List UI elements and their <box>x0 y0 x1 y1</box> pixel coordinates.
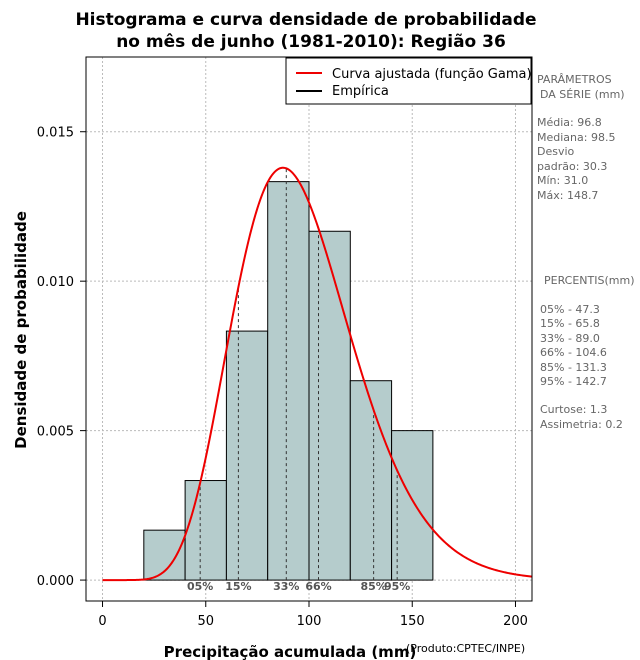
histogram-bars <box>143 181 434 581</box>
stat-mean: Média: 96.8 <box>537 116 602 129</box>
stat-std-label: Desvio <box>537 145 575 158</box>
x-axis: 0 50 100 150 200 <box>98 601 528 629</box>
bar-4 <box>308 230 351 581</box>
percentil-15: 15% - 65.8 <box>540 317 600 330</box>
stat-min: Mín: 31.0 <box>537 174 588 187</box>
bar-3 <box>267 181 310 581</box>
percentile-label-5: 95% <box>384 580 410 593</box>
chart-title-line-2: no mês de junho (1981-2010): Região 36 <box>116 32 506 52</box>
y-axis-label: Densidade de probabilidade <box>12 211 30 449</box>
credit-text: (Produto:CPTEC/INPE) <box>406 642 525 655</box>
y-tick-label-2: 0.010 <box>37 275 74 290</box>
percentile-markers: 05% 15% 33% 66% 85%95% <box>187 168 410 593</box>
bar-6 <box>391 430 434 581</box>
percentil-05: 05% - 47.3 <box>540 303 600 316</box>
stat-std: padrão: 30.3 <box>537 160 607 173</box>
x-tick-label-1: 50 <box>197 614 214 629</box>
percentil-85: 85% - 131.3 <box>540 361 607 374</box>
chart-title-line-1: Histograma e curva densidade de probabil… <box>75 10 536 30</box>
y-tick-label-0: 0.000 <box>37 574 74 589</box>
percentil-66: 66% - 104.6 <box>540 346 607 359</box>
percentile-label-4: 85% <box>360 580 386 593</box>
y-tick-label-3: 0.015 <box>37 126 74 141</box>
stat-median: Mediana: 98.5 <box>537 131 615 144</box>
bar-1 <box>184 480 227 581</box>
y-axis: 0.000 0.005 0.010 0.015 <box>37 126 86 589</box>
y-tick-label-1: 0.005 <box>37 425 74 440</box>
x-tick-label-2: 100 <box>297 614 322 629</box>
side-panel: PARÂMETROS DA SÉRIE (mm) Média: 96.8 Med… <box>537 73 635 431</box>
gamma-curve <box>102 166 533 582</box>
x-axis-label: Precipitação acumulada (mm) <box>164 643 417 660</box>
percentis-title: PERCENTIS(mm) <box>544 274 635 287</box>
percentile-label-0: 05% <box>187 580 213 593</box>
bar-2 <box>225 330 269 581</box>
percentil-33: 33% - 89.0 <box>540 332 600 345</box>
x-tick-label-4: 200 <box>503 614 528 629</box>
legend-box <box>285 57 532 105</box>
stat-max: Máx: 148.7 <box>537 189 598 202</box>
percentile-label-2: 33% <box>273 580 299 593</box>
legend-label-empirical: Empírica <box>332 84 389 99</box>
percentile-label-3: 66% <box>305 580 331 593</box>
legend-label-curve: Curva ajustada (função Gama) <box>332 67 532 82</box>
stat-kurtosis: Curtose: 1.3 <box>540 403 607 416</box>
legend: Curva ajustada (função Gama) Empírica <box>285 57 532 105</box>
percentil-95: 95% - 142.7 <box>540 375 607 388</box>
params-title-1: PARÂMETROS <box>537 73 612 86</box>
x-tick-label-3: 150 <box>400 614 425 629</box>
bar-0 <box>143 529 186 581</box>
stat-skewness: Assimetria: 0.2 <box>540 418 623 431</box>
bar-5 <box>349 380 393 581</box>
x-tick-label-0: 0 <box>98 614 106 629</box>
percentile-label-1: 15% <box>225 580 251 593</box>
params-title-2: DA SÉRIE (mm) <box>540 88 625 101</box>
